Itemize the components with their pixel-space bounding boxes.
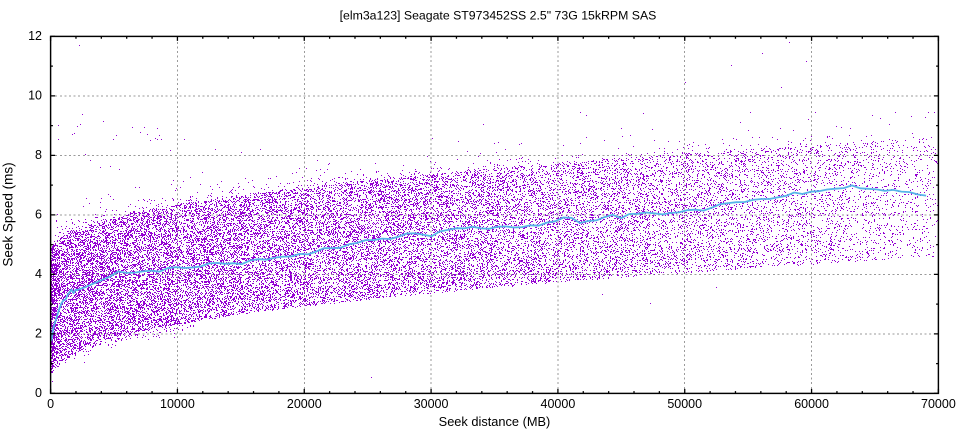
svg-text:20000: 20000 <box>287 397 322 411</box>
svg-text:10: 10 <box>28 89 42 103</box>
svg-text:30000: 30000 <box>414 397 449 411</box>
svg-text:6: 6 <box>35 208 42 222</box>
svg-text:0: 0 <box>35 386 42 400</box>
svg-text:Seek Speed (ms): Seek Speed (ms) <box>1 162 16 266</box>
svg-text:Seek distance (MB): Seek distance (MB) <box>439 414 551 429</box>
svg-text:60000: 60000 <box>794 397 829 411</box>
svg-text:2: 2 <box>35 327 42 341</box>
svg-text:0: 0 <box>47 397 54 411</box>
svg-text:[elm3a123] Seagate ST973452SS: [elm3a123] Seagate ST973452SS 2.5" 73G 1… <box>340 9 657 23</box>
svg-text:12: 12 <box>28 29 42 43</box>
svg-text:70000: 70000 <box>921 397 956 411</box>
svg-text:40000: 40000 <box>541 397 576 411</box>
svg-text:8: 8 <box>35 148 42 162</box>
svg-text:4: 4 <box>35 267 42 281</box>
svg-text:10000: 10000 <box>160 397 195 411</box>
svg-text:50000: 50000 <box>667 397 702 411</box>
